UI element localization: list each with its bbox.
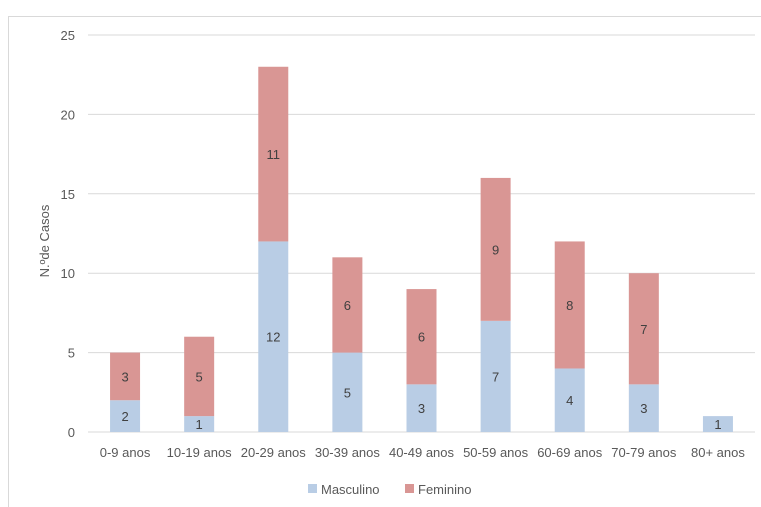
data-label: 6 [418, 330, 425, 345]
x-tick-label: 80+ anos [691, 445, 745, 460]
bar-masculino [332, 352, 363, 432]
data-label: 2 [121, 409, 128, 424]
x-tick-label: 60-69 anos [537, 445, 603, 460]
x-tick-label: 20-29 anos [241, 445, 307, 460]
data-label: 12 [266, 330, 280, 345]
data-label: 3 [640, 401, 647, 416]
bars [110, 66, 733, 432]
bar-masculino [554, 368, 585, 432]
data-label: 9 [492, 242, 499, 257]
legend: Masculino Feminino [308, 482, 471, 497]
bar-feminino [110, 352, 141, 401]
y-tick-label: 10 [61, 266, 75, 281]
data-label: 5 [344, 385, 351, 400]
data-label: 1 [714, 417, 721, 432]
bar-feminino [406, 289, 437, 385]
bar-masculino [110, 400, 141, 432]
legend-swatch-feminino [405, 484, 414, 493]
bar-masculino [702, 416, 733, 432]
data-label: 3 [121, 369, 128, 384]
y-tick-label: 15 [61, 187, 75, 202]
bar-feminino [184, 336, 215, 417]
x-tick-label: 0-9 anos [100, 445, 151, 460]
bar-masculino [184, 416, 215, 432]
x-tick-label: 40-49 anos [389, 445, 455, 460]
data-label: 11 [267, 147, 281, 162]
y-axis-label: N.ºde Casos [37, 204, 52, 277]
bar-feminino [258, 66, 289, 242]
y-tick-label: 25 [61, 28, 75, 43]
x-tick-label: 70-79 anos [611, 445, 677, 460]
data-label: 6 [344, 298, 351, 313]
bar-masculino [480, 320, 511, 432]
y-tick-label: 20 [61, 107, 75, 122]
data-label: 5 [196, 369, 203, 384]
bar-masculino [628, 384, 659, 432]
x-tick-label: 30-39 anos [315, 445, 381, 460]
legend-swatch-masculino [308, 484, 317, 493]
y-axis-ticks: 0 5 10 15 20 25 [61, 28, 75, 440]
data-label: 7 [492, 369, 499, 384]
x-axis-ticks: 0-9 anos 10-19 anos 20-29 anos 30-39 anos 40… [100, 445, 746, 460]
bar-feminino [332, 257, 363, 353]
bar-feminino [628, 273, 659, 385]
bar-masculino [258, 241, 289, 432]
legend-label-masculino: Masculino [321, 482, 380, 497]
y-tick-label: 0 [68, 425, 75, 440]
data-label: 7 [640, 322, 647, 337]
data-labels: 2 3 1 5 12 11 5 6 3 6 7 9 4 8 3 7 1 [121, 147, 721, 432]
x-tick-label: 10-19 anos [167, 445, 233, 460]
data-label: 4 [566, 393, 573, 408]
x-tick-label: 50-59 anos [463, 445, 529, 460]
data-label: 1 [196, 417, 203, 432]
bar-feminino [480, 177, 511, 321]
legend-label-feminino: Feminino [418, 482, 471, 497]
data-label: 8 [566, 298, 573, 313]
y-tick-label: 5 [68, 346, 75, 361]
data-label: 3 [418, 401, 425, 416]
bar-masculino [406, 384, 437, 432]
bar-feminino [554, 241, 585, 369]
